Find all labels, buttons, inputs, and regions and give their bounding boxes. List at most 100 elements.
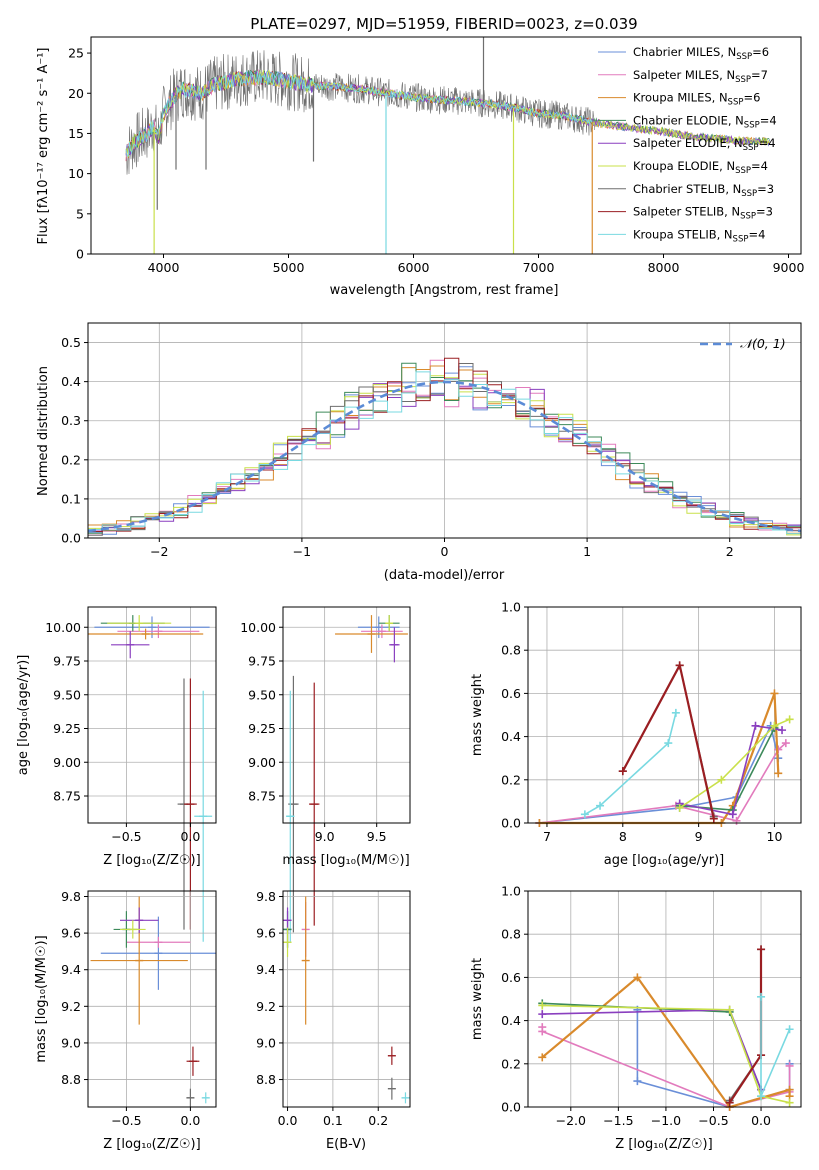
mass-vs-z-ylabel: mass [log₁₀(M/M☉)] <box>34 935 49 1062</box>
weight-vs-age-frame <box>527 606 802 824</box>
spectrum-legend: Chabrier MILES, NSSP=6 Salpeter MILES, NS… <box>598 45 777 244</box>
mass-vs-ebv-points <box>283 896 410 1104</box>
legend-entry-label: Kroupa ELODIE, NSSP=4 <box>633 159 768 176</box>
y-tick-label: 9.6 <box>256 926 276 941</box>
age-vs-mass-frame <box>282 606 411 824</box>
y-tick-label: 0 <box>76 247 84 262</box>
weight-marker <box>717 775 726 784</box>
x-tick-label: 9000 <box>773 260 805 275</box>
x-tick-label: 0.0 <box>180 1113 200 1128</box>
x-tick-label: 6000 <box>398 260 430 275</box>
y-tick-label: 1.0 <box>501 884 521 899</box>
x-tick-label: 8000 <box>648 260 680 275</box>
x-tick-label: −0.5 <box>698 1113 728 1128</box>
x-tick-label: 0.0 <box>751 1113 771 1128</box>
x-tick-label: −2.0 <box>556 1113 586 1128</box>
y-tick-label: 10.00 <box>240 620 276 635</box>
weight-marker <box>785 715 794 724</box>
weight-marker <box>757 945 766 954</box>
weight-marker <box>770 689 779 698</box>
x-tick-label: 7000 <box>523 260 555 275</box>
weight-marker <box>538 1001 547 1010</box>
weight-vs-z-panel: −2.0 −1.5 −1.0 −0.5 0.0 0.0 0.2 0.4 0.6 0.8 1.0 Z … <box>470 884 802 1152</box>
weight-vs-z-grid <box>528 890 801 1108</box>
y-tick-label: 1.0 <box>501 600 521 615</box>
weight-marker <box>778 726 787 735</box>
y-tick-label: 0.5 <box>61 335 81 350</box>
spectrum-title: PLATE=0297, MJD=51959, FIBERID=0023, z=0… <box>250 15 637 33</box>
weight-marker <box>709 814 718 823</box>
weight-marker <box>728 810 737 819</box>
x-tick-label: 7 <box>543 829 551 844</box>
legend-entry-label: Chabrier STELIB, NSSP=3 <box>633 182 774 199</box>
age-vs-z-panel: −0.5 0.0 8.75 9.00 9.25 9.50 9.75 10.00 Z [log₁… <box>16 606 217 942</box>
y-tick-label: 15 <box>68 126 84 141</box>
residuals-frame <box>87 322 802 539</box>
x-tick-label: 8 <box>619 829 627 844</box>
x-tick-label: 2 <box>726 544 734 559</box>
weight-marker <box>785 1025 794 1034</box>
spectrum-panel: PLATE=0297, MJD=51959, FIBERID=0023, z=0… <box>36 15 804 298</box>
y-tick-label: 9.00 <box>248 755 276 770</box>
residuals-panel: −2 −1 0 1 2 0.0 0.1 0.2 0.3 0.4 0.5 (data-model)/e… <box>36 322 802 583</box>
y-tick-label: 0.6 <box>501 970 521 985</box>
mass-vs-ebv-xlabel: E(B-V) <box>326 1137 366 1152</box>
y-tick-label: 0.4 <box>61 374 81 389</box>
histogram-chabrier-stelib <box>88 363 801 536</box>
x-tick-label: 9 <box>695 829 703 844</box>
weight-marker <box>757 1092 766 1101</box>
weight-marker <box>785 1098 794 1107</box>
legend-entry-label: Salpeter ELODIE, NSSP=4 <box>633 136 776 153</box>
x-tick-label: 9.5 <box>367 829 387 844</box>
x-tick-label: −1.0 <box>651 1113 681 1128</box>
weight-marker <box>633 973 642 982</box>
weight-vs-age-ticks: 7 8 9 10 0.0 0.2 0.4 0.6 0.8 1.0 <box>501 600 782 845</box>
age-vs-z-xlabel: Z [log₁₀(Z/Z☉)] <box>103 853 200 868</box>
y-tick-label: 10 <box>68 166 84 181</box>
weight-marker <box>774 769 783 778</box>
weight-marker <box>538 1027 547 1036</box>
spectrum-ylabel: Flux [fλ10⁻¹⁷ erg cm⁻² s⁻¹ A⁻¹] <box>36 48 51 245</box>
weight-vs-age-xlabel: age [log₁₀(age/yr)] <box>604 853 725 868</box>
weight-marker <box>675 661 684 670</box>
x-tick-label: 5000 <box>273 260 305 275</box>
weight-marker <box>757 992 766 1001</box>
y-tick-label: 9.0 <box>61 1035 81 1050</box>
mass-vs-z-ticks: −0.5 0.0 8.8 9.0 9.2 9.4 9.6 9.8 <box>61 889 200 1128</box>
y-tick-label: 9.8 <box>256 889 276 904</box>
x-tick-label: 4000 <box>148 260 180 275</box>
weight-vs-z-ticks: −2.0 −1.5 −1.0 −0.5 0.0 0.0 0.2 0.4 0.6 0.8 1.0 <box>501 884 771 1129</box>
y-tick-label: 9.6 <box>61 926 81 941</box>
y-tick-label: 0.3 <box>61 413 81 428</box>
weight-vs-z-frame <box>527 890 802 1108</box>
y-tick-label: 0.0 <box>61 531 81 546</box>
weight-marker <box>633 1077 642 1086</box>
age-vs-z-ticks: −0.5 0.0 8.75 9.00 9.25 9.50 9.75 10.00 <box>45 620 200 844</box>
x-tick-label: 0.1 <box>323 1113 343 1128</box>
spectrum-line-kroupa-stelib <box>125 70 595 158</box>
residuals-histograms <box>87 357 802 536</box>
spectrum-lines <box>125 37 770 254</box>
y-tick-label: 9.50 <box>248 687 276 702</box>
age-vs-mass-grid <box>283 607 410 823</box>
mass-vs-z-frame <box>87 890 217 1108</box>
y-tick-label: 0.1 <box>61 491 81 506</box>
weight-marker <box>675 803 684 812</box>
normal-curve <box>87 380 802 533</box>
y-tick-label: 25 <box>68 46 84 61</box>
legend-entry-label: 𝒩(0, 1) <box>740 336 786 351</box>
mass-vs-z-panel: −0.5 0.0 8.8 9.0 9.2 9.4 9.6 9.8 Z [log₁₀(Z/Z☉)… <box>34 889 217 1152</box>
histogram-salpeter-stelib <box>88 357 801 532</box>
mass-vs-z-xlabel: Z [log₁₀(Z/Z☉)] <box>103 1137 200 1152</box>
y-tick-label: 20 <box>68 86 84 101</box>
y-tick-label: 0.4 <box>501 1013 521 1028</box>
weight-marker <box>725 1098 734 1107</box>
y-tick-label: 8.75 <box>53 789 81 804</box>
legend-entry-label: Salpeter STELIB, NSSP=3 <box>633 205 773 222</box>
y-tick-label: 9.2 <box>256 999 276 1014</box>
y-tick-label: 9.8 <box>61 889 81 904</box>
x-tick-label: 9.0 <box>315 829 335 844</box>
legend-entry-label: Chabrier ELODIE, NSSP=4 <box>633 113 777 130</box>
y-tick-label: 8.8 <box>61 1072 81 1087</box>
y-tick-label: 9.4 <box>256 962 276 977</box>
